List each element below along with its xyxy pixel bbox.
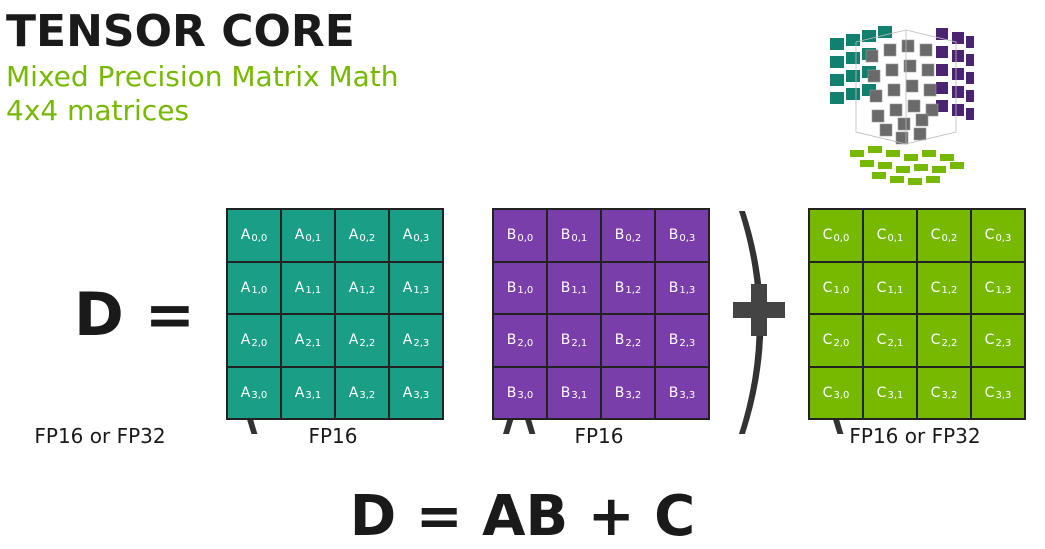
matrix-b-cell-0-2: B 0,2 <box>602 210 654 261</box>
matrix-a: A 0,0 A 0,1 A 0,2 A 0,3 A 1,0 A 1,1 A 1,2 A 1,3 A 2,0 A 2,1… <box>226 208 444 420</box>
b-precision-label: FP16 <box>574 424 624 448</box>
matrix-b-cell-1-3: B 1,3 <box>656 262 708 313</box>
matrix-a-cell-1-0: A 1,0 <box>228 262 280 313</box>
matrix-c-cell-1-2: C 1,2 <box>918 262 970 313</box>
matrix-c-cell-2-0: C 2,0 <box>810 315 862 366</box>
matrix-a-cell-0-1: A 0,1 <box>282 210 334 261</box>
matrix-a-cell-1-2: A 1,2 <box>336 262 388 313</box>
matrix-c-cell-2-3: C 2,3 <box>972 315 1024 366</box>
matrix-c-cell-3-1: C 3,1 <box>864 367 916 418</box>
a-precision-label: FP16 <box>308 424 358 448</box>
matrix-a-cell-2-1: A 2,1 <box>282 315 334 366</box>
matrix-b-cell-3-1: B 3,1 <box>548 367 600 418</box>
matrix-b-cell-3-2: B 3,2 <box>602 367 654 418</box>
matrix-a-cell-2-2: A 2,2 <box>336 315 388 366</box>
matrix-b-cell-2-1: B 2,1 <box>548 315 600 366</box>
matrix-a-cell-3-3: A 3,3 <box>390 367 442 418</box>
matrix-c-cell-2-1: C 2,1 <box>864 315 916 366</box>
matrix-c-cell-0-3: C 0,3 <box>972 210 1024 261</box>
lhs-d-equals: D = <box>74 280 195 350</box>
matrix-b-cell-1-2: B 1,2 <box>602 262 654 313</box>
matrix-a-cell-3-0: A 3,0 <box>228 367 280 418</box>
formula: D = AB + C <box>349 484 696 549</box>
matrix-b: B 0,0 B 0,1 B 0,2 B 0,3 B 1,0 B 1,1 B 1,2 B 1,3 B 2,0 B 2,1… <box>492 208 710 420</box>
matrix-a-cell-3-2: A 3,2 <box>336 367 388 418</box>
matrix-c: C 0,0 C 0,1 C 0,2 C 0,3 C 1,0 C 1,1 C 1,2 C 1,3 C 2,0 C 2,1… <box>808 208 1026 420</box>
matrix-c-cell-0-1: C 0,1 <box>864 210 916 261</box>
matrix-c-cell-0-0: C 0,0 <box>810 210 862 261</box>
matrix-b-cell-3-0: B 3,0 <box>494 367 546 418</box>
matrix-c-cell-3-3: C 3,3 <box>972 367 1024 418</box>
c-precision-label: FP16 or FP32 <box>849 424 981 448</box>
matrix-c-cell-1-3: C 1,3 <box>972 262 1024 313</box>
matrix-a-cell-3-1: A 3,1 <box>282 367 334 418</box>
plus-icon <box>733 284 785 336</box>
d-precision-label: FP16 or FP32 <box>34 424 166 448</box>
paren-close-c: ) <box>1040 190 1045 440</box>
page-title: TENSOR CORE <box>6 6 355 57</box>
subtitle-matrix-size: 4x4 matrices <box>6 94 190 127</box>
matrix-c-cell-1-0: C 1,0 <box>810 262 862 313</box>
matrix-c-cell-3-0: C 3,0 <box>810 367 862 418</box>
matrix-b-cell-0-1: B 0,1 <box>548 210 600 261</box>
matrix-a-cell-1-1: A 1,1 <box>282 262 334 313</box>
matrix-a-cell-2-0: A 2,0 <box>228 315 280 366</box>
tensor-cube-icon <box>830 26 974 185</box>
matrix-b-cell-2-2: B 2,2 <box>602 315 654 366</box>
matrix-a-cell-2-3: A 2,3 <box>390 315 442 366</box>
matrix-a-cell-0-3: A 0,3 <box>390 210 442 261</box>
subtitle-mixed-precision: Mixed Precision Matrix Math <box>6 60 399 93</box>
matrix-b-cell-1-1: B 1,1 <box>548 262 600 313</box>
matrix-a-cell-0-2: A 0,2 <box>336 210 388 261</box>
matrix-b-cell-2-3: B 2,3 <box>656 315 708 366</box>
matrix-b-cell-0-0: B 0,0 <box>494 210 546 261</box>
matrix-b-cell-3-3: B 3,3 <box>656 367 708 418</box>
matrix-c-cell-1-1: C 1,1 <box>864 262 916 313</box>
matrix-b-cell-0-3: B 0,3 <box>656 210 708 261</box>
matrix-b-cell-2-0: B 2,0 <box>494 315 546 366</box>
matrix-c-cell-3-2: C 3,2 <box>918 367 970 418</box>
matrix-a-cell-0-0: A 0,0 <box>228 210 280 261</box>
matrix-b-cell-1-0: B 1,0 <box>494 262 546 313</box>
matrix-a-cell-1-3: A 1,3 <box>390 262 442 313</box>
matrix-c-cell-2-2: C 2,2 <box>918 315 970 366</box>
matrix-c-cell-0-2: C 0,2 <box>918 210 970 261</box>
